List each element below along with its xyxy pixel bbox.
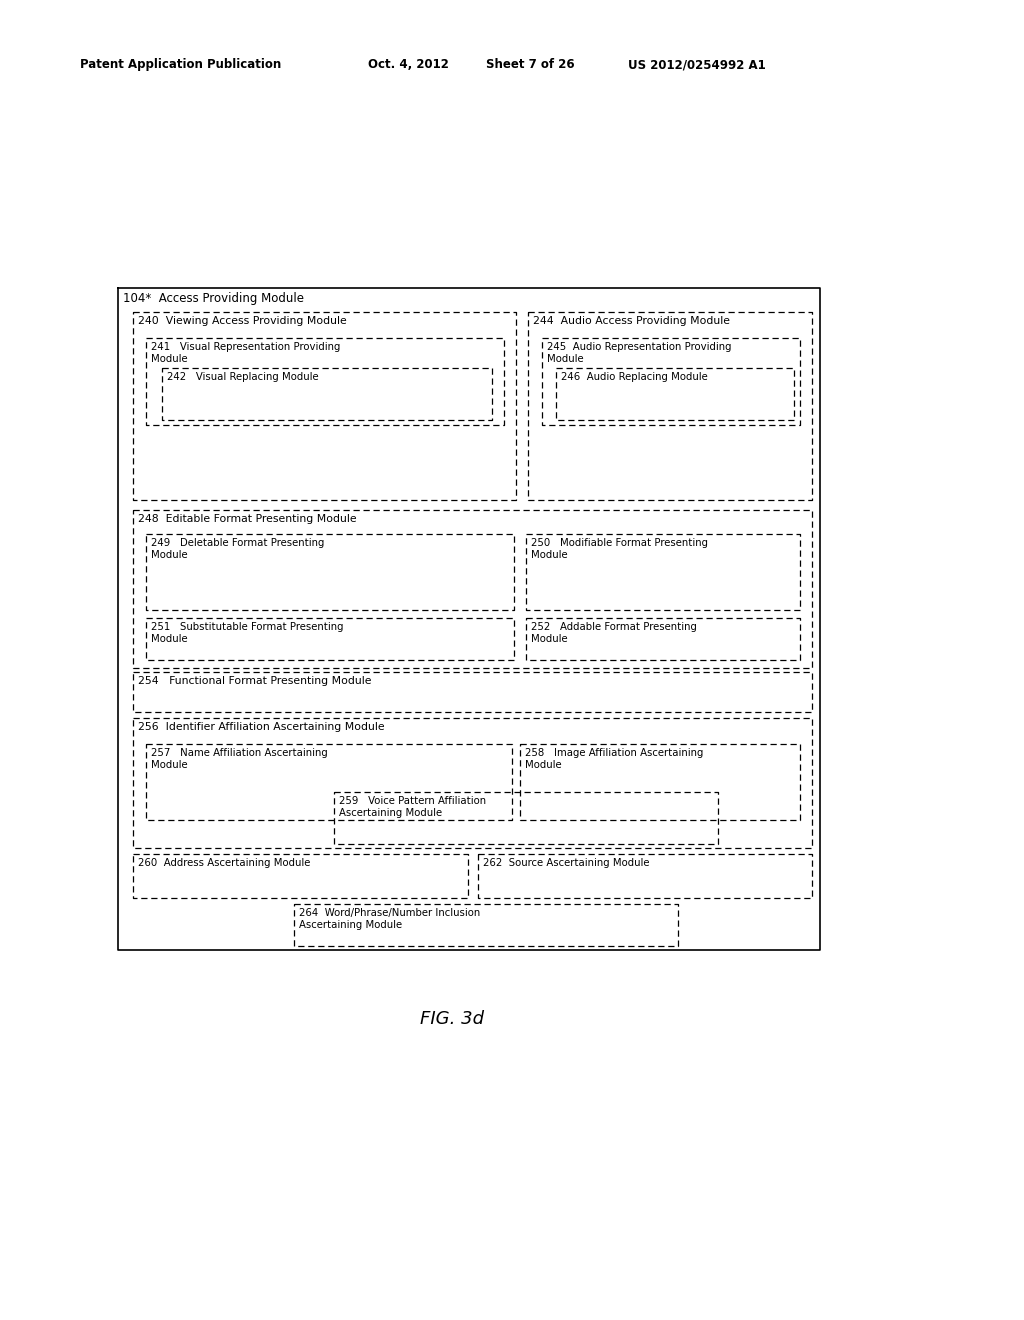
Text: 240  Viewing Access Providing Module: 240 Viewing Access Providing Module (138, 315, 347, 326)
Text: Sheet 7 of 26: Sheet 7 of 26 (486, 58, 574, 71)
Text: 260  Address Ascertaining Module: 260 Address Ascertaining Module (138, 858, 310, 869)
Text: 245  Audio Representation Providing
Module: 245 Audio Representation Providing Modul… (547, 342, 731, 364)
Text: 259   Voice Pattern Affiliation
Ascertaining Module: 259 Voice Pattern Affiliation Ascertaini… (339, 796, 486, 818)
Text: 252   Addable Format Presenting
Module: 252 Addable Format Presenting Module (531, 622, 697, 644)
Text: 264  Word/Phrase/Number Inclusion
Ascertaining Module: 264 Word/Phrase/Number Inclusion Ascerta… (299, 908, 480, 931)
Text: 241   Visual Representation Providing
Module: 241 Visual Representation Providing Modu… (151, 342, 340, 364)
Text: 250   Modifiable Format Presenting
Module: 250 Modifiable Format Presenting Module (531, 539, 708, 560)
Text: 246  Audio Replacing Module: 246 Audio Replacing Module (561, 372, 708, 381)
Text: 104*  Access Providing Module: 104* Access Providing Module (123, 292, 304, 305)
Text: Oct. 4, 2012: Oct. 4, 2012 (368, 58, 449, 71)
Text: 248  Editable Format Presenting Module: 248 Editable Format Presenting Module (138, 513, 356, 524)
Text: 257   Name Affiliation Ascertaining
Module: 257 Name Affiliation Ascertaining Module (151, 748, 328, 770)
Text: FIG. 3d: FIG. 3d (420, 1010, 484, 1028)
Text: 258   Image Affiliation Ascertaining
Module: 258 Image Affiliation Ascertaining Modul… (525, 748, 703, 770)
Text: 242   Visual Replacing Module: 242 Visual Replacing Module (167, 372, 318, 381)
Text: 262  Source Ascertaining Module: 262 Source Ascertaining Module (483, 858, 649, 869)
Text: 249   Deletable Format Presenting
Module: 249 Deletable Format Presenting Module (151, 539, 325, 560)
Text: 256  Identifier Affiliation Ascertaining Module: 256 Identifier Affiliation Ascertaining … (138, 722, 385, 733)
Text: US 2012/0254992 A1: US 2012/0254992 A1 (628, 58, 766, 71)
Text: 244  Audio Access Providing Module: 244 Audio Access Providing Module (534, 315, 730, 326)
Text: 254   Functional Format Presenting Module: 254 Functional Format Presenting Module (138, 676, 372, 686)
Text: Patent Application Publication: Patent Application Publication (80, 58, 282, 71)
Text: 251   Substitutable Format Presenting
Module: 251 Substitutable Format Presenting Modu… (151, 622, 343, 644)
